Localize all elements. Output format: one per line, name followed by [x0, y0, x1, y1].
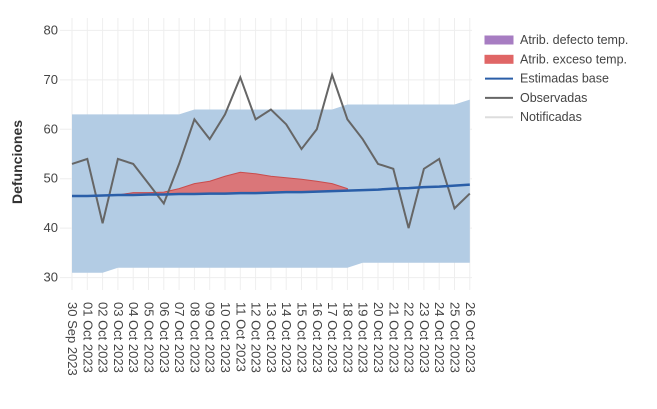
x-tick-label: 06 Oct 2023 [157, 302, 172, 373]
x-tick-label: 07 Oct 2023 [172, 302, 187, 373]
x-tick-label: 25 Oct 2023 [448, 302, 463, 373]
legend-label: Observadas [520, 91, 587, 105]
legend-label: Notificadas [520, 110, 582, 124]
y-tick-label: 40 [44, 220, 58, 235]
x-tick-label: 05 Oct 2023 [142, 302, 157, 373]
legend-swatch [484, 54, 514, 64]
x-tick-label: 21 Oct 2023 [386, 302, 401, 373]
legend-label: Estimadas base [520, 72, 609, 86]
x-tick-label: 22 Oct 2023 [402, 302, 417, 373]
y-tick-label: 60 [44, 121, 58, 136]
x-tick-label: 19 Oct 2023 [356, 302, 371, 373]
x-tick-label: 16 Oct 2023 [310, 302, 325, 373]
x-tick-label: 13 Oct 2023 [264, 302, 279, 373]
x-tick-label: 02 Oct 2023 [96, 302, 111, 373]
x-tick-label: 26 Oct 2023 [463, 302, 478, 373]
x-tick-label: 12 Oct 2023 [249, 302, 264, 373]
x-tick-label: 04 Oct 2023 [126, 302, 141, 373]
x-tick-label: 14 Oct 2023 [279, 302, 294, 373]
legend-label: Atrib. exceso temp. [520, 52, 627, 66]
x-tick-label: 30 Sep 2023 [65, 302, 80, 376]
y-tick-label: 30 [44, 270, 58, 285]
y-tick-label: 80 [44, 22, 58, 37]
x-tick-label: 01 Oct 2023 [80, 302, 95, 373]
y-axis-title: Defunciones [9, 120, 25, 204]
x-tick-label: 08 Oct 2023 [187, 302, 202, 373]
observed-line [71, 71, 471, 229]
y-tick-label: 70 [44, 72, 58, 87]
base-line [72, 183, 470, 198]
x-tick-label: 23 Oct 2023 [417, 302, 432, 373]
legend-swatch [484, 35, 514, 45]
x-tick-label: 03 Oct 2023 [111, 302, 126, 373]
legend-label: Atrib. defecto temp. [520, 33, 628, 47]
x-tick-label: 09 Oct 2023 [203, 302, 218, 373]
x-tick-label: 20 Oct 2023 [371, 302, 386, 373]
x-tick-label: 10 Oct 2023 [218, 302, 233, 373]
x-tick-label: 11 Oct 2023 [233, 302, 248, 372]
y-tick-label: 50 [44, 171, 58, 186]
x-tick-label: 24 Oct 2023 [432, 302, 447, 373]
x-tick-label: 15 Oct 2023 [295, 302, 310, 373]
x-tick-label: 17 Oct 2023 [325, 302, 340, 373]
x-tick-label: 18 Oct 2023 [340, 302, 355, 373]
